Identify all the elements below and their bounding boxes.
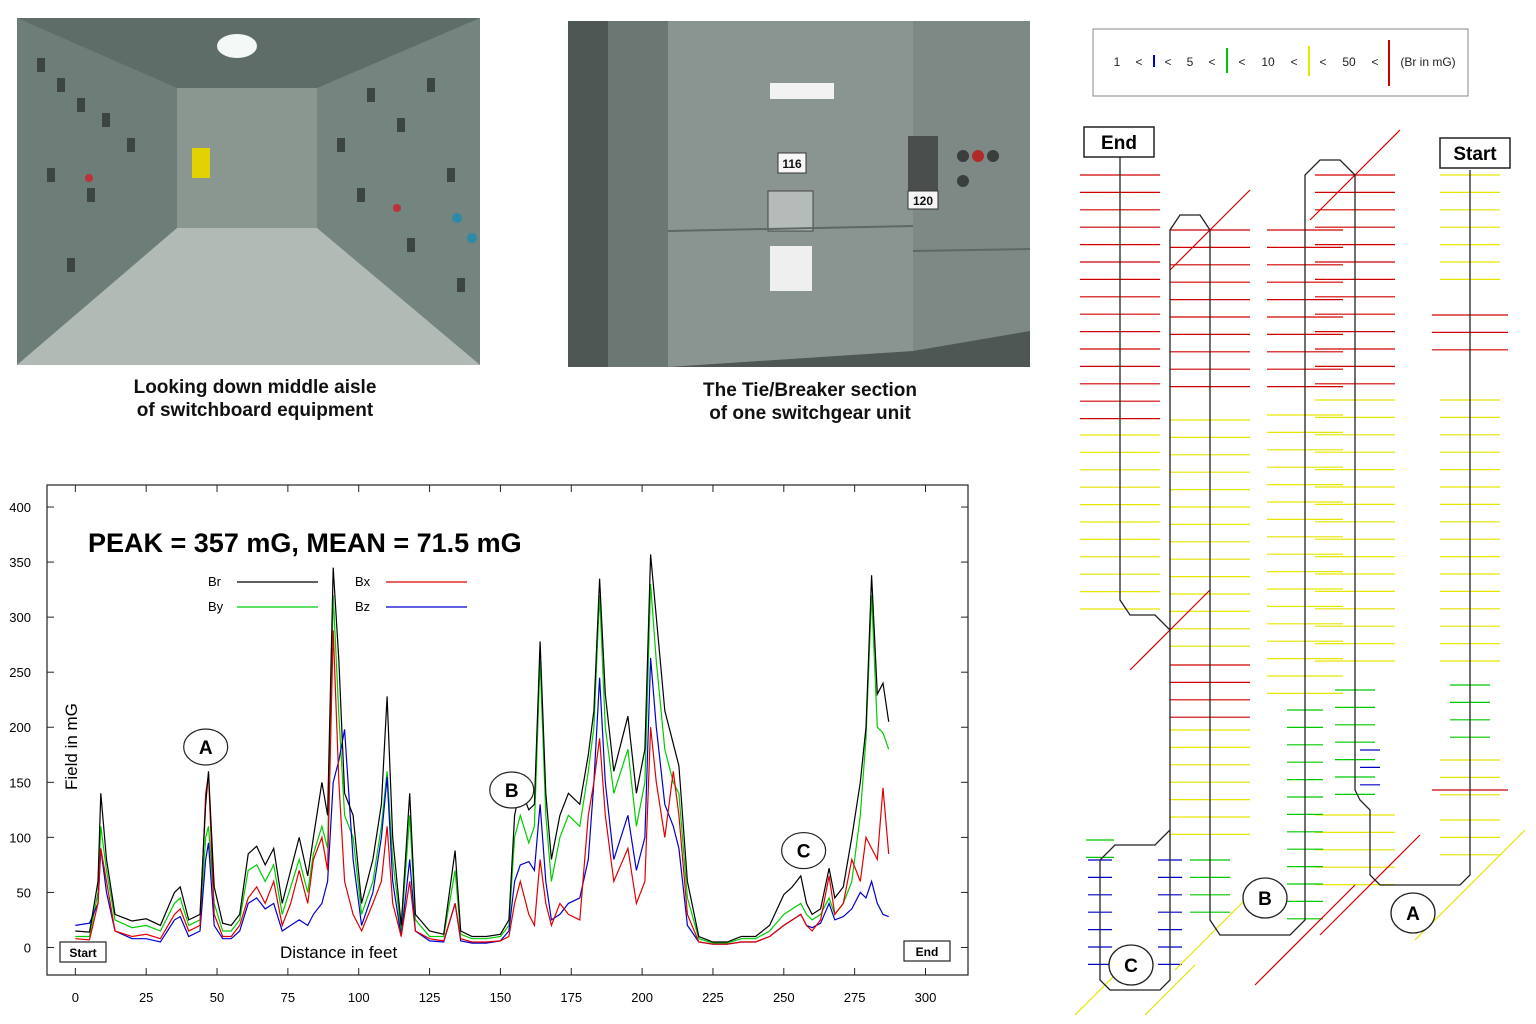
x-tick-label: 250	[773, 990, 795, 1005]
survey-path-map: Start End A B C	[1074, 126, 1526, 1016]
legend-val-1: 1	[1114, 55, 1121, 69]
field-chart: 0 50 100 150 200 250 300 350 400 0 25 50 75 100 125 15…	[9, 484, 969, 1005]
chart-title: PEAK = 357 mG, MEAN = 71.5 mG	[88, 528, 522, 558]
annotation-label: C	[797, 842, 811, 863]
legend-label-br: Br	[208, 574, 222, 589]
panel-label-116: 116	[782, 157, 802, 171]
end-box: End	[903, 940, 951, 962]
annotation-circle	[183, 728, 229, 766]
annotation-label: A	[199, 738, 213, 759]
x-tick-label: 225	[702, 990, 724, 1005]
path-start-label: Start	[1453, 144, 1497, 165]
x-tick-label: 175	[560, 990, 582, 1005]
annotation-circle	[489, 771, 535, 809]
x-tick-label: 0	[72, 990, 79, 1005]
path-corner-mark	[1174, 899, 1246, 971]
legend-lt-1: <	[1135, 55, 1142, 69]
path-start-label-box: Start	[1439, 137, 1511, 169]
aisle-caption-line2: of switchboard equipment	[136, 400, 374, 421]
path-end-label-box: End	[1083, 126, 1155, 158]
legend-val-50: 50	[1342, 55, 1356, 69]
color-legend-box: 1 < < 5 < < 10 < < 50 < (Br in mG)	[1092, 28, 1469, 97]
path-marker-c: C	[1108, 944, 1154, 986]
y-tick-label: 300	[9, 610, 31, 625]
start-box: Start	[59, 941, 107, 963]
x-tick-label: 100	[348, 990, 370, 1005]
y-tick-label: 400	[9, 500, 31, 515]
series-line-bx	[75, 630, 890, 945]
path-marker-b: B	[1242, 877, 1288, 919]
path-corner-mark	[1144, 964, 1196, 1016]
path-end-label: End	[1101, 133, 1137, 154]
x-tick-label: 200	[631, 990, 653, 1005]
x-axis-ticks: 0 25 50 75 100 125 150 175 200 225 250 275 300	[72, 485, 937, 1005]
annotation-circle	[781, 831, 827, 870]
legend-label-bx: Bx	[355, 574, 371, 589]
legend-lt-7: <	[1371, 55, 1378, 69]
switchgear-caption: The Tie/Breaker section of one switchgea…	[610, 379, 1010, 425]
path-marker-a: A	[1390, 892, 1436, 934]
x-tick-label: 50	[210, 990, 224, 1005]
x-axis-label: Distance in feet	[280, 943, 397, 962]
y-axis-label: Field in mG	[62, 703, 81, 790]
legend-lt-6: <	[1319, 55, 1326, 69]
chart-series-lines	[75, 554, 890, 945]
x-tick-label: 125	[419, 990, 441, 1005]
legend-lt-2: <	[1164, 55, 1171, 69]
legend-lt-5: <	[1290, 55, 1297, 69]
y-tick-label: 50	[17, 885, 31, 900]
x-tick-label: 300	[915, 990, 937, 1005]
series-line-br	[75, 554, 890, 943]
chart-annotations: A B C	[183, 728, 827, 870]
switchgear-photo: 116 120	[568, 21, 1030, 367]
path-corner-mark	[1254, 884, 1356, 986]
aisle-photo	[17, 18, 480, 365]
panel-label-120: 120	[913, 194, 933, 208]
path-marker-c-label: C	[1124, 956, 1138, 977]
y-tick-label: 200	[9, 720, 31, 735]
series-line-by	[75, 584, 890, 944]
legend-val-10: 10	[1261, 55, 1275, 69]
aisle-caption: Looking down middle aisle of switchboard…	[60, 376, 450, 422]
annotation-label: B	[505, 781, 519, 802]
legend-val-5: 5	[1187, 55, 1194, 69]
legend-lt-4: <	[1238, 55, 1245, 69]
switchgear-caption-line1: The Tie/Breaker section	[702, 380, 918, 401]
aisle-caption-line1: Looking down middle aisle	[133, 377, 377, 398]
y-tick-label: 0	[24, 940, 31, 955]
chart-legend: Br Bx By Bz	[208, 574, 467, 614]
switchgear-photo-illustration: 116 120	[568, 21, 1030, 367]
x-tick-label: 75	[281, 990, 295, 1005]
legend-lt-3: <	[1208, 55, 1215, 69]
end-box-label: End	[916, 945, 939, 959]
path-marker-a-label: A	[1406, 904, 1420, 925]
legend-label-bz: Bz	[355, 599, 370, 614]
survey-path-line	[1099, 150, 1471, 991]
aisle-photo-illustration	[17, 18, 480, 365]
y-tick-label: 150	[9, 775, 31, 790]
switchgear-caption-line2: of one switchgear unit	[709, 403, 911, 424]
legend-unit: (Br in mG)	[1400, 55, 1455, 69]
path-marker-b-label: B	[1258, 889, 1272, 910]
y-axis-ticks: 0 50 100 150 200 250 300 350 400	[9, 500, 968, 955]
path-field-marks	[1074, 129, 1526, 1016]
y-tick-label: 250	[9, 665, 31, 680]
x-tick-label: 25	[139, 990, 153, 1005]
start-box-label: Start	[69, 946, 96, 960]
path-corner-mark	[1319, 834, 1421, 936]
x-tick-label: 275	[844, 990, 866, 1005]
y-tick-label: 350	[9, 555, 31, 570]
y-tick-label: 100	[9, 830, 31, 845]
legend-label-by: By	[208, 599, 224, 614]
x-tick-label: 150	[490, 990, 512, 1005]
